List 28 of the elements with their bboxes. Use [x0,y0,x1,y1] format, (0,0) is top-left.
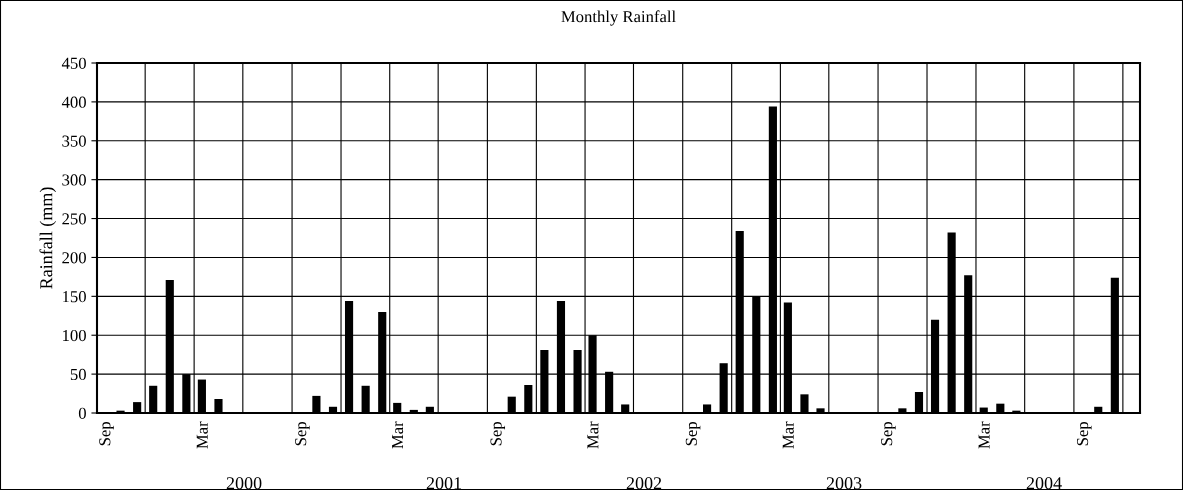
y-tick-label: 200 [62,252,86,264]
x-tick-label: Sep [685,421,701,446]
text: 2003 [826,477,862,490]
y-tick-label: 450 [61,57,86,69]
text: 2004 [1026,477,1062,490]
text: 2000 [226,477,262,490]
x-tick-label: Mar [392,421,404,449]
chart-title: Monthly Rainfall [561,10,676,26]
x-tick-label: Sep [490,421,506,446]
x-tick-label: Sep [881,421,896,446]
x-tick-label: Mar [978,421,990,449]
y-tick-label: 300 [62,174,86,186]
y-tick-label: 100 [63,329,86,342]
y-axis-title: Rainfall (mm) [39,187,57,289]
x-tick-label: Mar [782,421,794,449]
x-tick-label: Sep [1076,421,1092,446]
y-tick-label: 250 [62,213,86,225]
y-tick-label: 350 [62,135,86,147]
x-tick-label: Sep [99,421,114,446]
x-tick-label: Mar [196,421,208,449]
y-tick-label: 400 [61,96,86,108]
y-tick-label: 50 [70,368,86,381]
y-tick-label: 150 [63,291,86,303]
text: 2001 [426,477,462,490]
x-tick-label: Mar [587,421,599,449]
text: 2002 [626,477,662,490]
x-tick-label: Sep [295,421,310,446]
y-tick-label: 0 [78,407,86,419]
